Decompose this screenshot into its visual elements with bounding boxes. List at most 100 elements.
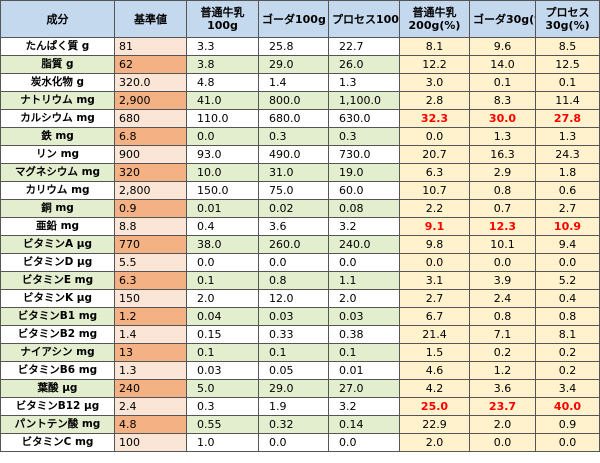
table-row: 亜鉛 mg 8.8 0.4 3.6 3.2 9.1 12.3 10.9	[0, 217, 600, 236]
standard-value: 2,900	[114, 91, 187, 110]
gouda-100g-value: 75.0	[258, 181, 329, 200]
gouda-100g-value: 0.3	[258, 127, 329, 146]
gouda-30g-pct: 3.6	[469, 379, 536, 398]
gouda-100g-value: 0.33	[258, 325, 329, 344]
milk-200g-pct: 2.7	[399, 289, 470, 308]
process-30g-pct: 27.8	[535, 109, 600, 128]
milk-100g-value: 0.1	[186, 343, 259, 362]
gouda-100g-value: 1.9	[258, 397, 329, 416]
table-row: ビタミンK μg 150 2.0 12.0 2.0 2.7 2.4 0.4	[0, 289, 600, 308]
nutrient-name: マグネシウム mg	[0, 163, 115, 182]
milk-200g-pct: 9.8	[399, 235, 470, 254]
gouda-100g-value: 0.0	[258, 253, 329, 272]
milk-200g-pct: 1.5	[399, 343, 470, 362]
gouda-100g-value: 29.0	[258, 379, 329, 398]
milk-200g-pct: 9.1	[399, 217, 470, 236]
milk-200g-pct: 3.1	[399, 271, 470, 290]
process-30g-pct: 1.3	[535, 127, 600, 146]
table-body: たんぱく質 g 81 3.3 25.8 22.7 8.1 9.6 8.5 脂質 g 62 3.8 29…	[0, 37, 600, 452]
process-100g-value: 1,100.0	[328, 91, 400, 110]
header-process-30g-pct: プロセス 30g(%)	[535, 0, 600, 38]
process-100g-value: 2.0	[328, 289, 400, 308]
milk-200g-pct: 21.4	[399, 325, 470, 344]
process-30g-pct: 24.3	[535, 145, 600, 164]
process-30g-pct: 0.1	[535, 73, 600, 92]
gouda-100g-value: 0.0	[258, 433, 329, 452]
standard-value: 8.8	[114, 217, 187, 236]
gouda-100g-value: 0.8	[258, 271, 329, 290]
standard-value: 2.4	[114, 397, 187, 416]
process-100g-value: 630.0	[328, 109, 400, 128]
nutrient-name: ビタミンB12 μg	[0, 397, 115, 416]
process-30g-pct: 8.1	[535, 325, 600, 344]
milk-100g-value: 38.0	[186, 235, 259, 254]
process-100g-value: 27.0	[328, 379, 400, 398]
gouda-30g-pct: 0.1	[469, 73, 536, 92]
gouda-30g-pct: 0.0	[469, 433, 536, 452]
header-process-100g: プロセス100g	[328, 0, 400, 38]
nutrition-table: 成分 基準値 普通牛乳 100g ゴーダ100g プロセス100g 普通牛乳 2…	[0, 0, 600, 452]
milk-100g-value: 5.0	[186, 379, 259, 398]
process-100g-value: 730.0	[328, 145, 400, 164]
milk-200g-pct: 12.2	[399, 55, 470, 74]
milk-100g-value: 0.4	[186, 217, 259, 236]
milk-100g-value: 0.04	[186, 307, 259, 326]
process-30g-pct: 3.4	[535, 379, 600, 398]
table-row: 脂質 g 62 3.8 29.0 26.0 12.2 14.0 12.5	[0, 55, 600, 74]
gouda-30g-pct: 8.3	[469, 91, 536, 110]
table-row: ナトリウム mg 2,900 41.0 800.0 1,100.0 2.8 8.3 11.4	[0, 91, 600, 110]
table-row: ビタミンB12 μg 2.4 0.3 1.9 3.2 25.0 23.7 40.0	[0, 397, 600, 416]
process-30g-pct: 9.4	[535, 235, 600, 254]
header-gouda-30g-pct: ゴーダ30g(%)	[469, 0, 536, 38]
process-30g-pct: 0.6	[535, 181, 600, 200]
nutrient-name: ビタミンB1 mg	[0, 307, 115, 326]
gouda-30g-pct: 10.1	[469, 235, 536, 254]
standard-value: 770	[114, 235, 187, 254]
milk-100g-value: 10.0	[186, 163, 259, 182]
gouda-100g-value: 25.8	[258, 37, 329, 56]
process-100g-value: 60.0	[328, 181, 400, 200]
nutrient-name: 亜鉛 mg	[0, 217, 115, 236]
standard-value: 320.0	[114, 73, 187, 92]
milk-200g-pct: 32.3	[399, 109, 470, 128]
milk-100g-value: 1.0	[186, 433, 259, 452]
gouda-30g-pct: 3.9	[469, 271, 536, 290]
process-30g-pct: 1.8	[535, 163, 600, 182]
table-row: ナイアシン mg 13 0.1 0.1 0.1 1.5 0.2 0.2	[0, 343, 600, 362]
gouda-30g-pct: 0.7	[469, 199, 536, 218]
standard-value: 5.5	[114, 253, 187, 272]
gouda-100g-value: 0.1	[258, 343, 329, 362]
process-30g-pct: 10.9	[535, 217, 600, 236]
standard-value: 13	[114, 343, 187, 362]
standard-value: 1.2	[114, 307, 187, 326]
nutrient-name: 炭水化物 g	[0, 73, 115, 92]
gouda-100g-value: 1.4	[258, 73, 329, 92]
process-100g-value: 0.03	[328, 307, 400, 326]
table-row: ビタミンB2 mg 1.4 0.15 0.33 0.38 21.4 7.1 8.1	[0, 325, 600, 344]
standard-value: 240	[114, 379, 187, 398]
nutrient-name: パントテン酸 mg	[0, 415, 115, 434]
header-nutrient: 成分	[0, 0, 115, 38]
milk-200g-pct: 8.1	[399, 37, 470, 56]
milk-100g-value: 0.01	[186, 199, 259, 218]
header-row: 成分 基準値 普通牛乳 100g ゴーダ100g プロセス100g 普通牛乳 2…	[0, 0, 600, 38]
milk-100g-value: 4.8	[186, 73, 259, 92]
milk-100g-value: 110.0	[186, 109, 259, 128]
nutrient-name: ビタミンD μg	[0, 253, 115, 272]
header-milk-100g: 普通牛乳 100g	[186, 0, 259, 38]
gouda-30g-pct: 12.3	[469, 217, 536, 236]
process-30g-pct: 0.8	[535, 307, 600, 326]
milk-200g-pct: 20.7	[399, 145, 470, 164]
milk-100g-value: 93.0	[186, 145, 259, 164]
table-row: ビタミンA μg 770 38.0 260.0 240.0 9.8 10.1 9.4	[0, 235, 600, 254]
gouda-100g-value: 260.0	[258, 235, 329, 254]
process-100g-value: 0.14	[328, 415, 400, 434]
table-row: パントテン酸 mg 4.8 0.55 0.32 0.14 22.9 2.0 0.9	[0, 415, 600, 434]
nutrient-name: 鉄 mg	[0, 127, 115, 146]
gouda-30g-pct: 1.3	[469, 127, 536, 146]
milk-200g-pct: 0.0	[399, 127, 470, 146]
gouda-100g-value: 0.02	[258, 199, 329, 218]
table-row: たんぱく質 g 81 3.3 25.8 22.7 8.1 9.6 8.5	[0, 37, 600, 56]
milk-200g-pct: 10.7	[399, 181, 470, 200]
process-100g-value: 0.3	[328, 127, 400, 146]
